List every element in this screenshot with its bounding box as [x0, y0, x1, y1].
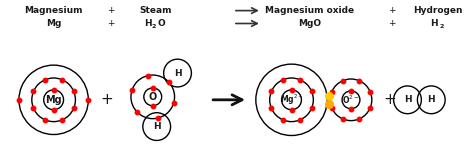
Text: O: O — [158, 19, 165, 28]
Text: Hydrogen: Hydrogen — [413, 6, 463, 15]
Text: +: + — [388, 6, 395, 15]
Text: Steam: Steam — [139, 6, 172, 15]
Text: Magnesium: Magnesium — [24, 6, 83, 15]
Text: Mg: Mg — [46, 19, 61, 28]
Text: Magnesium oxide: Magnesium oxide — [265, 6, 354, 15]
Text: +: + — [101, 92, 114, 107]
Text: O: O — [149, 92, 157, 102]
Text: H: H — [153, 122, 161, 131]
Text: +: + — [108, 6, 115, 15]
Text: +: + — [108, 19, 115, 28]
Text: MgO: MgO — [298, 19, 321, 28]
Text: 2: 2 — [152, 24, 156, 29]
Text: H: H — [430, 19, 438, 28]
Text: +: + — [383, 92, 396, 107]
Text: O$^{2-}$: O$^{2-}$ — [343, 94, 359, 106]
Text: H: H — [173, 69, 182, 78]
Text: Mg: Mg — [46, 95, 62, 105]
Text: 2: 2 — [440, 24, 444, 29]
Text: H: H — [404, 95, 411, 104]
Text: H: H — [144, 19, 152, 28]
Text: H: H — [428, 95, 435, 104]
Text: Mg$^{2+}$: Mg$^{2+}$ — [280, 93, 303, 107]
Text: +: + — [388, 19, 395, 28]
